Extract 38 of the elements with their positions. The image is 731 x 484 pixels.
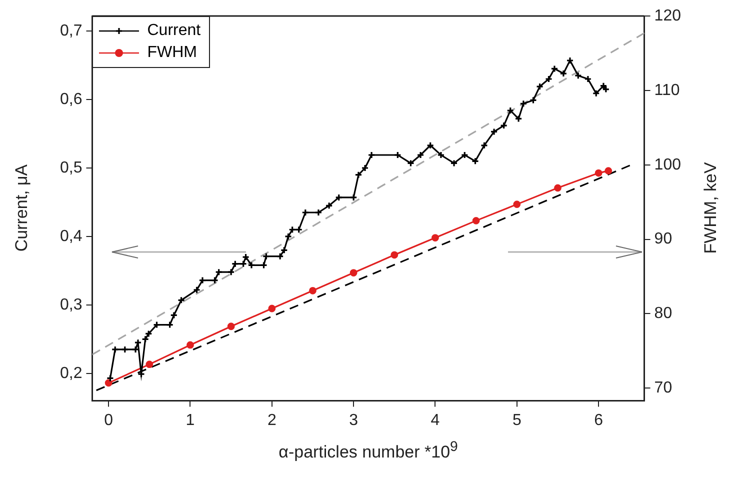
y-tick-label: 0,4	[60, 228, 82, 245]
x-tick-label: 3	[349, 412, 358, 429]
point	[513, 200, 521, 208]
x-axis-title: α-particles number *10$^{9}$	[278, 438, 458, 462]
y-tick-label: 0,7	[60, 22, 82, 40]
y-tick-label: 0,5	[60, 159, 82, 176]
point	[390, 251, 398, 259]
point	[146, 360, 154, 368]
legend-label: FWHM	[147, 43, 197, 63]
y2-axis-title: FWHM, keV	[701, 162, 721, 254]
point	[350, 269, 358, 276]
x-tick-label: 1	[186, 412, 195, 429]
x-tick-label: 5	[512, 412, 522, 429]
x-tick-label: 4	[430, 412, 440, 429]
y2-tick-label: 110	[654, 82, 680, 99]
y2-tick-label: 90	[654, 230, 672, 248]
point	[604, 167, 612, 175]
y-axis-title: Current, μA	[12, 164, 32, 252]
point	[594, 169, 602, 177]
y2-tick-label: 70	[654, 380, 672, 397]
y2-tick-label: 100	[654, 156, 682, 174]
x-tick-label: 0	[104, 412, 114, 429]
y-tick-label: 0,3	[60, 296, 82, 314]
point	[472, 216, 480, 224]
y2-tick-label: 120	[654, 7, 682, 24]
point	[432, 234, 439, 242]
point	[309, 286, 316, 294]
point	[186, 341, 194, 349]
x-tick-label: 2	[267, 412, 276, 429]
y2-tick-label: 80	[654, 305, 672, 322]
legend-label: Current	[147, 21, 201, 41]
point	[268, 304, 276, 312]
point	[554, 184, 562, 192]
y-tick-label: 0,2	[60, 364, 82, 382]
y-tick-label: 0,6	[60, 90, 82, 108]
x-tick-label: 6	[594, 412, 604, 429]
point	[104, 379, 112, 387]
point	[227, 322, 235, 330]
